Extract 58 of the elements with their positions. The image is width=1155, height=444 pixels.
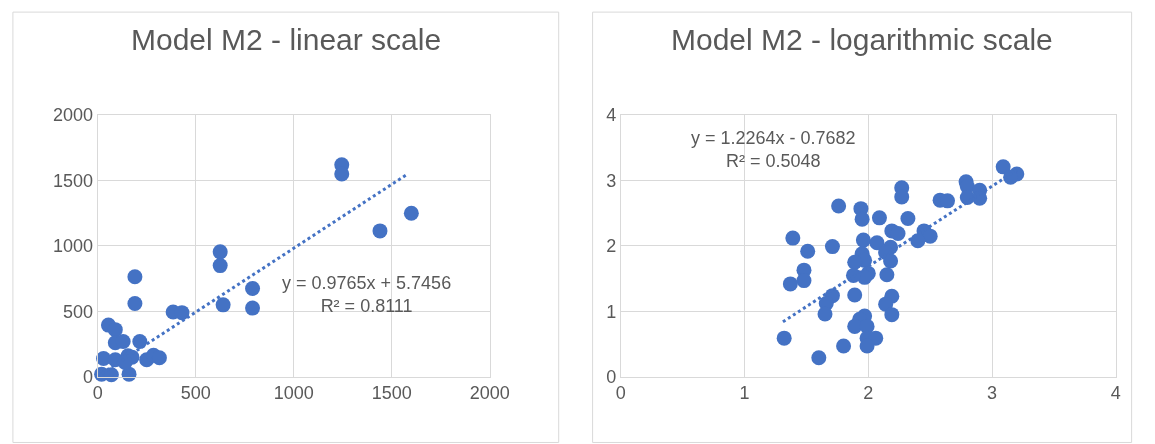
point (107, 322, 123, 338)
point (782, 276, 798, 292)
point (215, 297, 231, 313)
point (883, 253, 899, 269)
x-tick-label: 1000 (273, 383, 314, 404)
annotation: y = 0.9765x + 5.7456 R² = 0.8111 (282, 273, 452, 317)
y-tick-label: 4 (606, 105, 617, 126)
point (847, 318, 863, 334)
point (403, 205, 419, 221)
y-tick-label: 2000 (53, 105, 94, 126)
point (212, 258, 228, 274)
point (900, 210, 916, 226)
y-tick-label: 1 (606, 301, 617, 322)
point (871, 210, 887, 226)
chart-title: Model M2 - logarithmic scale (671, 23, 1053, 56)
point (869, 235, 885, 251)
y-tick-label: 1500 (53, 170, 94, 191)
point (245, 300, 261, 316)
point (824, 239, 840, 255)
x-tick-label: 3 (987, 383, 998, 404)
chart-title: Model M2 - linear scale (131, 23, 442, 56)
point (796, 273, 812, 289)
point (854, 211, 870, 227)
point (817, 306, 833, 322)
y-tick-label: 0 (83, 367, 94, 388)
point (127, 296, 143, 312)
x-tick-label: 2000 (469, 383, 510, 404)
point (855, 232, 871, 248)
annotation: y = 1.2264x - 0.7682 R² = 0.5048 (691, 128, 856, 172)
point (811, 350, 827, 366)
x-tick-label: 500 (180, 383, 211, 404)
y-tick-label: 0 (606, 367, 617, 388)
point (890, 226, 906, 242)
x-tick-label: 1 (739, 383, 750, 404)
y-tick-label: 3 (606, 170, 617, 191)
point (847, 287, 863, 303)
point (132, 333, 148, 349)
x-tick-label: 4 (1110, 383, 1121, 404)
x-tick-label: 1500 (371, 383, 412, 404)
y-tick-label: 1000 (53, 236, 94, 257)
point (995, 159, 1011, 175)
point (847, 254, 863, 270)
point (800, 243, 816, 259)
point (127, 269, 143, 285)
point (884, 307, 900, 323)
point (910, 233, 926, 249)
point (836, 338, 852, 354)
point (879, 267, 895, 283)
point (831, 198, 847, 214)
y-tick-label: 2 (606, 236, 617, 257)
point (922, 228, 938, 244)
point (212, 244, 228, 260)
x-tick-label: 2 (863, 383, 874, 404)
point (372, 223, 388, 239)
point (785, 230, 801, 246)
point (776, 330, 792, 346)
point (245, 280, 261, 296)
y-tick-label: 500 (63, 301, 94, 322)
